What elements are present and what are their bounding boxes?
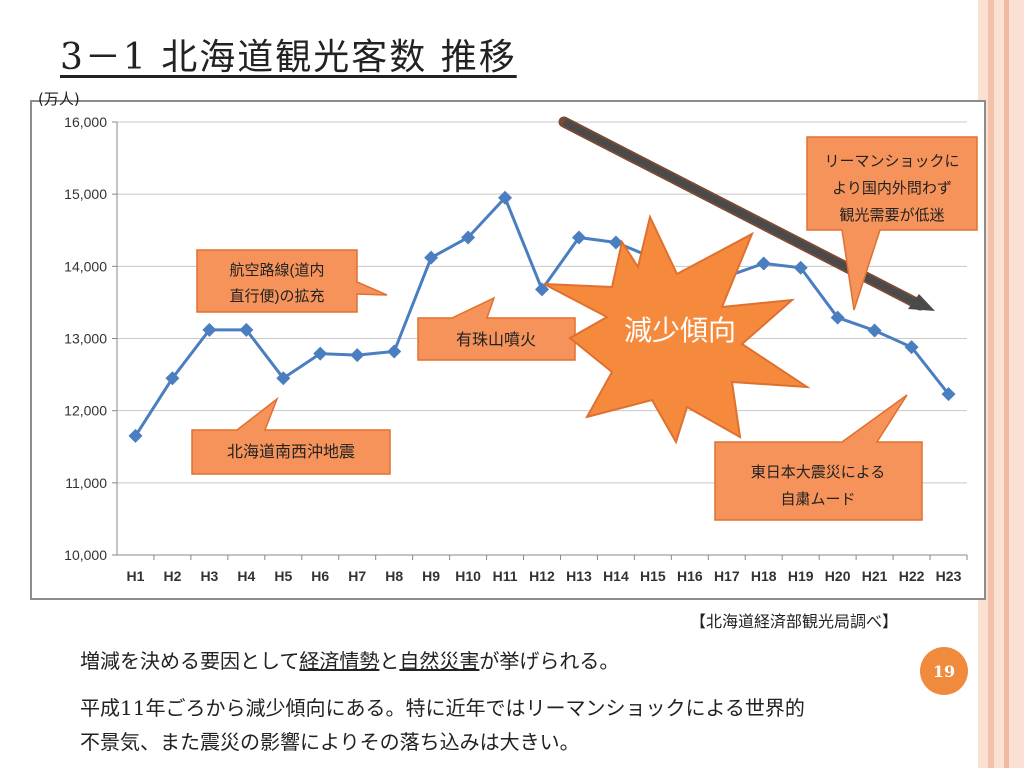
data-point-marker (239, 322, 254, 337)
chart-frame: 10,000 11,000 12,000 13,000 14,000 15,000 16,0… (30, 100, 986, 600)
x-tick-label: H12 (529, 568, 555, 584)
callout-tohoku-text: 東日本大震災による (751, 464, 886, 481)
x-tick-label: H13 (566, 568, 592, 584)
body-text-segment: と (379, 649, 400, 673)
x-tick-label: H19 (788, 568, 814, 584)
x-tick-label: H21 (862, 568, 888, 584)
data-point-marker (276, 371, 291, 386)
data-point-marker (128, 428, 143, 443)
callout-tohoku-text: 自粛ムード (780, 491, 855, 508)
x-tick-label: H5 (274, 568, 292, 584)
y-tick-label: 15,000 (64, 186, 107, 202)
body-line-3: 不景気、また震災の影響によりその落ち込みは大きい。 (80, 730, 580, 754)
callout-earthquake-shape (191, 396, 391, 475)
x-tick-label: H17 (714, 568, 740, 584)
x-tick-label: H14 (603, 568, 629, 584)
x-tick-label: H8 (385, 568, 403, 584)
data-point-marker (498, 190, 513, 205)
y-axis-unit-label: (万人) (38, 90, 80, 108)
data-point-marker (904, 340, 919, 355)
callout-usu-text: 有珠山噴火 (456, 331, 536, 349)
data-point-marker (571, 230, 586, 245)
y-tick-label: 16,000 (64, 114, 107, 130)
page-number-badge: 19 (920, 647, 968, 695)
x-tick-label: H22 (899, 568, 925, 584)
decorative-stripe (1009, 0, 1024, 768)
data-point-marker (350, 348, 365, 363)
data-point-marker (202, 322, 217, 337)
decorative-stripe (1004, 0, 1009, 768)
source-note: 【北海道経済部観光局調べ】 (690, 612, 899, 631)
y-tick-label: 11,000 (65, 475, 107, 491)
data-point-marker (461, 230, 476, 245)
x-tick-label: H7 (348, 568, 366, 584)
callout-lehman-shape (806, 136, 978, 311)
line-chart: 10,000 11,000 12,000 13,000 14,000 15,000 16,0… (64, 114, 978, 584)
x-tick-label: H15 (640, 568, 666, 584)
y-tick-label: 10,000 (64, 547, 107, 563)
x-tick-label: H4 (237, 568, 255, 584)
x-tick-label: H20 (825, 568, 851, 584)
x-tick-label: H9 (422, 568, 440, 584)
data-point-marker (165, 371, 180, 386)
body-line-1: 増減を決める要因として経済情勢と自然災害が挙げられる。 (80, 645, 619, 674)
slide-title: 3－1 北海道観光客数 推移 (60, 37, 517, 78)
callout-domestic-flights-shape (196, 249, 388, 313)
data-point-marker (387, 344, 402, 359)
decorative-stripe (988, 0, 994, 768)
callout-lehman-text: より国内外問わず (832, 180, 952, 197)
data-point-marker (793, 260, 808, 275)
x-tick-label: H23 (936, 568, 962, 584)
callout-domestic-flights-text: 航空路線(道内 (230, 262, 325, 279)
callout-lehman-text: リーマンショックに (824, 153, 959, 170)
callout-usu-shape (417, 296, 576, 361)
data-point-marker (941, 387, 956, 402)
x-tick-label: H3 (200, 568, 218, 584)
y-tick-label: 12,000 (64, 403, 107, 419)
decorative-stripe (994, 0, 1004, 768)
body-line-2: 平成11年ごろから減少傾向にある。特に近年ではリーマンショックによる世界的 (80, 696, 805, 720)
body-text-segment: 増減を決める要因として (80, 649, 300, 673)
x-tick-label: H2 (163, 568, 181, 584)
data-point-marker (535, 282, 549, 297)
callout-earthquake-text: 北海道南西沖地震 (227, 443, 355, 461)
decline-burst-shape (543, 214, 811, 445)
x-tick-label: H1 (127, 568, 145, 584)
callout-lehman-text: 観光需要が低迷 (839, 207, 944, 224)
decline-trend-arrowhead (908, 294, 935, 311)
x-tick-label: H18 (751, 568, 777, 584)
data-point-marker (867, 323, 882, 338)
series-line (134, 195, 950, 437)
y-tick-label: 14,000 (64, 258, 107, 274)
data-point-marker (608, 235, 623, 250)
y-tick-label: 13,000 (64, 331, 107, 347)
data-point-marker (830, 310, 845, 325)
x-tick-label: H10 (455, 568, 481, 584)
data-point-marker (313, 346, 328, 361)
underlined-term-economy: 経済情勢 (299, 649, 380, 673)
x-tick-label: H16 (677, 568, 703, 584)
decline-burst-text: 減少傾向 (624, 315, 736, 346)
callout-tohoku-shape (714, 394, 923, 521)
x-tick-label: H11 (493, 568, 518, 584)
x-tick-label: H6 (311, 568, 329, 584)
underlined-term-disaster: 自然災害 (399, 649, 480, 673)
data-point-marker (424, 250, 439, 265)
callout-domestic-flights-text: 直行便)の拡充 (230, 288, 325, 305)
data-point-marker (756, 256, 771, 271)
body-text-segment: が挙げられる。 (479, 649, 620, 673)
